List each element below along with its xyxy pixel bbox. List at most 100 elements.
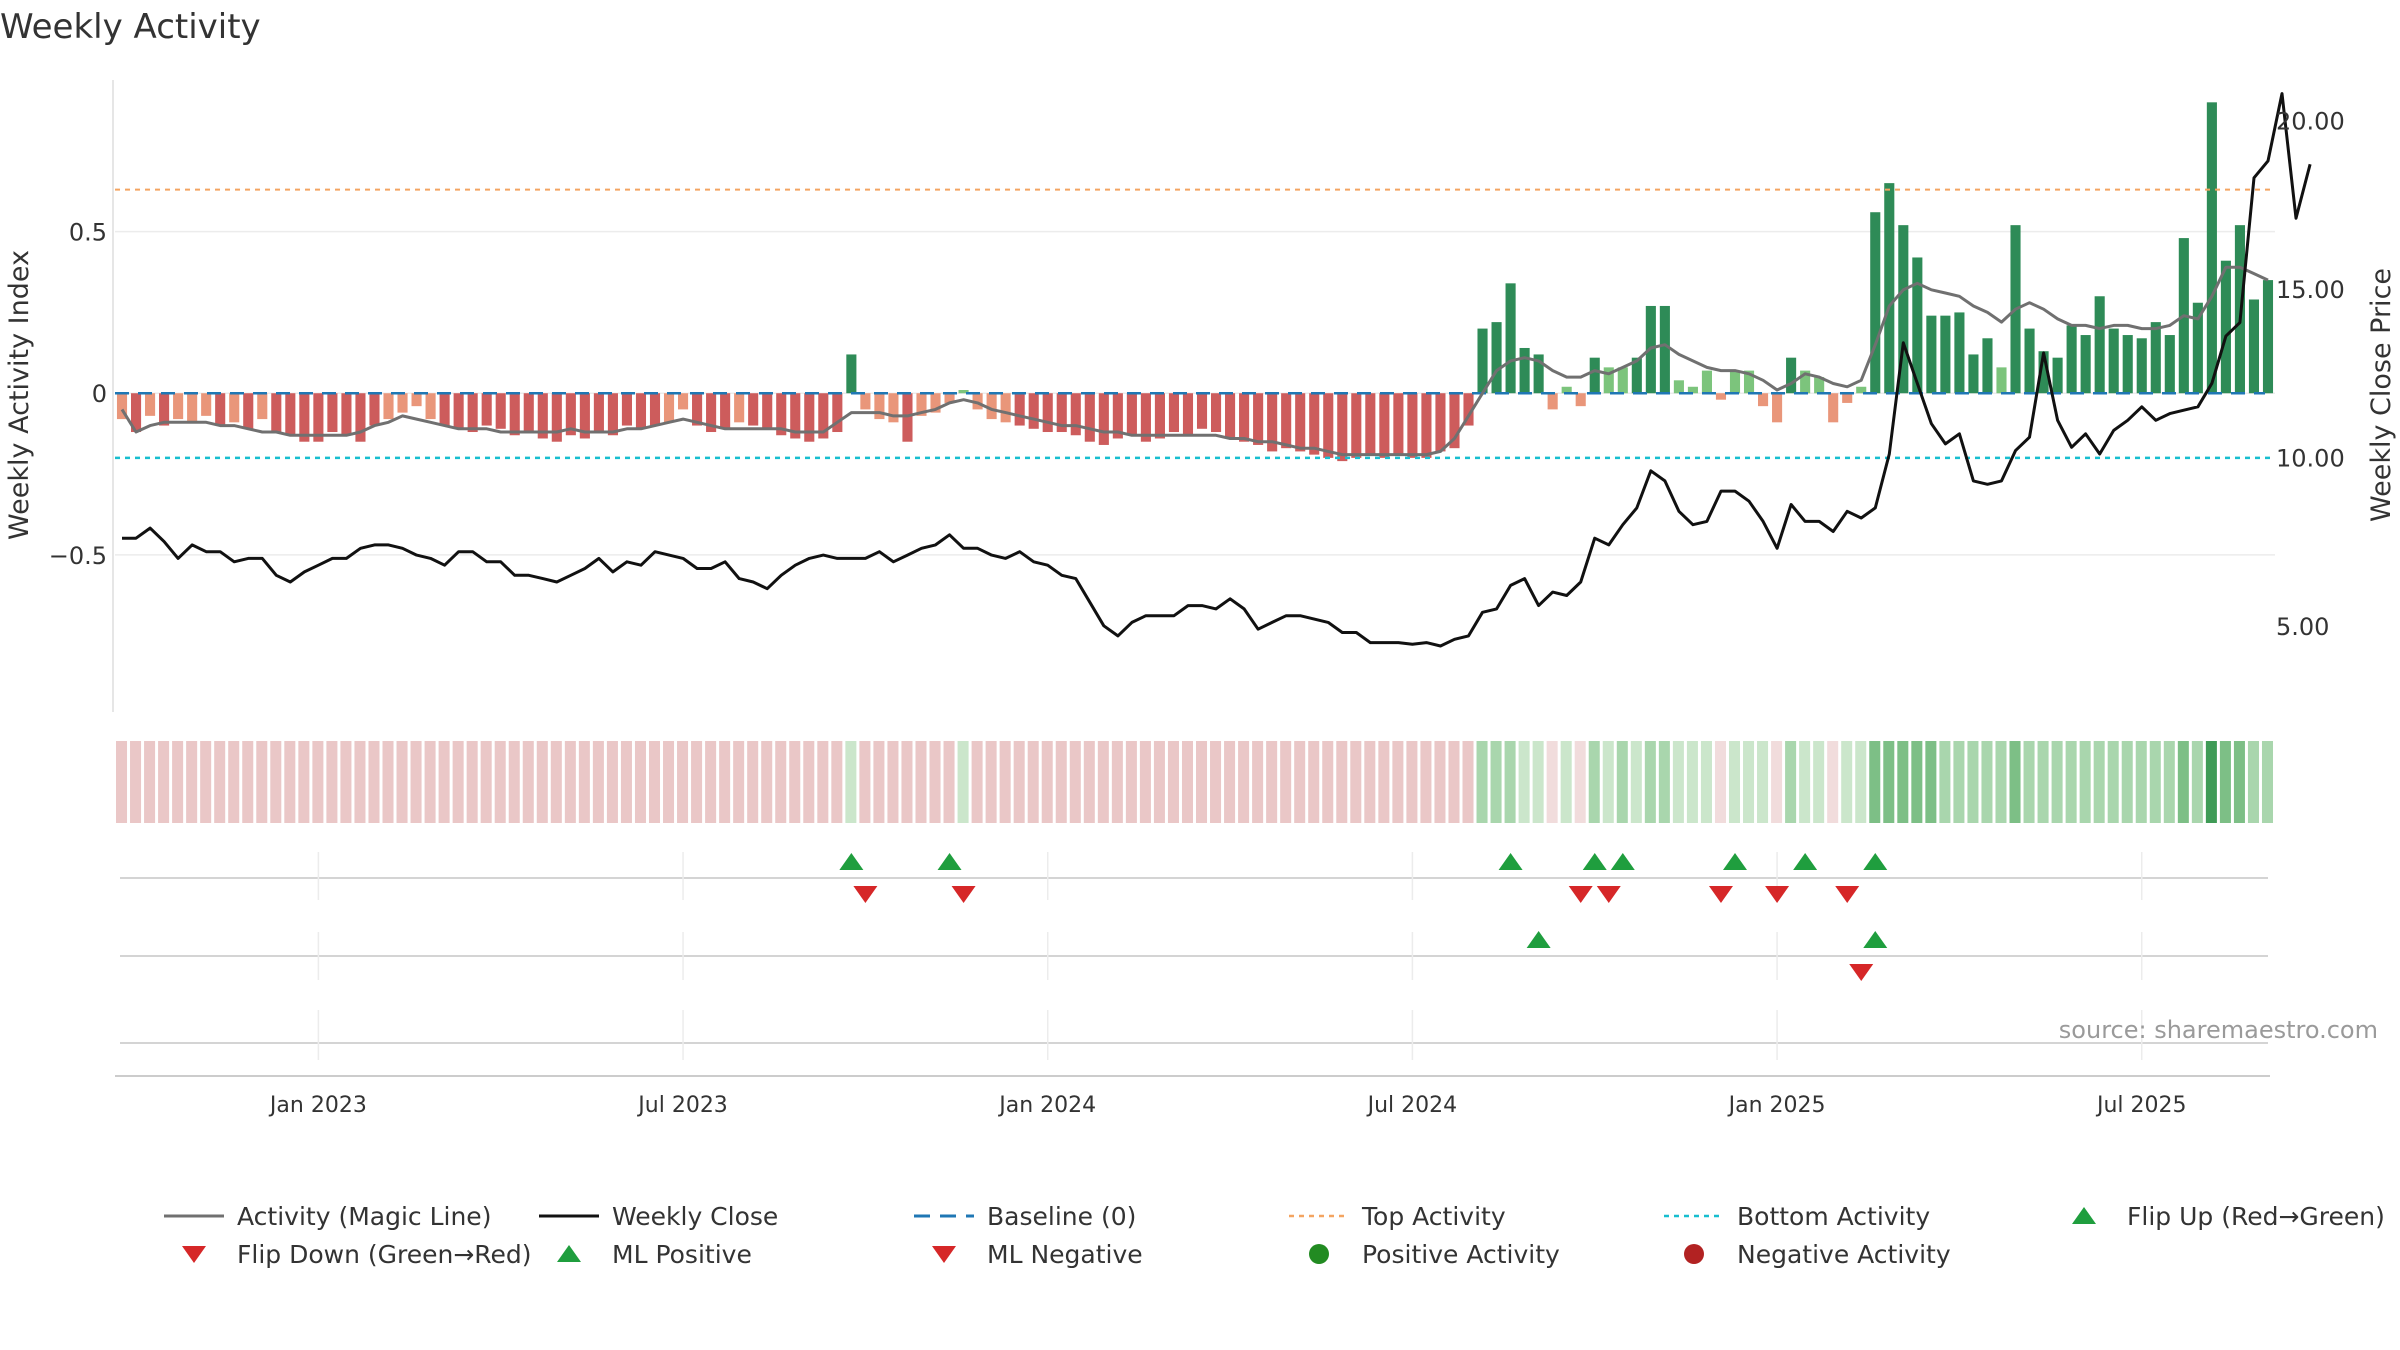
activity-heat-strip (116, 741, 2273, 823)
legend-swatch (932, 1246, 956, 1263)
activity-bar (2220, 260, 2231, 394)
activity-bar (663, 393, 675, 423)
activity-bar (706, 393, 717, 433)
activity-bar (790, 393, 801, 439)
heat-cell (985, 741, 997, 823)
activity-bar (1814, 377, 1825, 394)
heat-cell (705, 741, 717, 823)
activity-bar (1898, 225, 1909, 394)
heat-cell (943, 741, 955, 823)
activity-bar (257, 393, 268, 420)
legend-label: Activity (Magic Line) (237, 1202, 491, 1231)
heat-cell (999, 741, 1011, 823)
activity-bar (271, 393, 282, 433)
legend-label: Flip Up (Red→Green) (2127, 1202, 2385, 1231)
activity-bar (1056, 393, 1067, 433)
activity-bar (1365, 393, 1376, 455)
magic-line (120, 265, 2269, 457)
heat-cell (817, 741, 829, 823)
heat-cell (1588, 741, 1600, 823)
legend-item-mlpos: ML Positive (557, 1240, 752, 1269)
y2-tick-label: 15.00 (2276, 276, 2345, 304)
activity-bar (565, 393, 576, 436)
activity-bar (2024, 328, 2035, 394)
heat-cell (2093, 741, 2105, 823)
heat-cell (1210, 741, 1222, 823)
y-tick-label: 0.5 (69, 219, 107, 247)
heat-cell (1308, 741, 1320, 823)
activity-bar (1210, 393, 1222, 433)
x-tick-label: Jul 2025 (2095, 1093, 2187, 1118)
heat-cell (1448, 741, 1460, 823)
heat-cell (424, 741, 436, 823)
flip-up-marker (1793, 853, 1818, 870)
activity-bar (145, 393, 156, 416)
axes: 0.5 0 −0.5 20.00 15.00 10.00 5.00 Jan 2023 Jul 2… (49, 80, 2345, 1118)
heat-cell (1658, 741, 1670, 823)
flip-down-marker (1835, 886, 1860, 903)
activity-bar (1603, 367, 1614, 394)
flip-up-marker (1498, 853, 1523, 870)
legend-label: Bottom Activity (1737, 1202, 1930, 1231)
heat-cell (663, 741, 675, 823)
activity-bar (1772, 393, 1783, 423)
activity-bar (1786, 357, 1797, 394)
activity-bar (1982, 338, 1993, 394)
heat-cell (2107, 741, 2119, 823)
flip-down-marker (853, 886, 878, 903)
heat-cell (1855, 741, 1867, 823)
heat-cell (1336, 741, 1348, 823)
activity-bar (1000, 393, 1011, 423)
activity-bar (1968, 354, 1979, 394)
heat-cell (1897, 741, 1909, 823)
heat-cell (368, 741, 380, 823)
activity-bar (1842, 393, 1853, 403)
flip-up-marker (1610, 853, 1635, 870)
activity-bar (1225, 393, 1236, 439)
heat-cell (116, 741, 128, 823)
heat-cell (1364, 741, 1376, 823)
heat-cell (1925, 741, 1937, 823)
activity-bar (1519, 347, 1530, 394)
activity-bar (2150, 322, 2161, 394)
heat-cell (1869, 741, 1881, 823)
heat-cell (2219, 741, 2231, 823)
heat-cell (1714, 741, 1726, 823)
heat-cell (1027, 741, 1039, 823)
activity-bar (299, 393, 310, 442)
heat-cell (1728, 741, 1741, 823)
ml-negative-marker (1849, 964, 1874, 981)
activity-bar (986, 393, 997, 420)
flip-down-marker (1568, 886, 1593, 903)
heat-cell (2121, 741, 2133, 823)
activity-bar (1884, 183, 1895, 394)
activity-bar (327, 393, 338, 433)
heat-cell (1378, 741, 1390, 823)
activity-bar (2080, 335, 2091, 394)
activity-bar (1309, 393, 1320, 455)
activity-bar (1533, 354, 1544, 394)
heat-cell (2177, 741, 2189, 823)
activity-bar (1449, 393, 1460, 449)
activity-bar (888, 393, 899, 423)
activity-bar (944, 393, 955, 403)
activity-bar (453, 393, 464, 429)
activity-bar (1070, 393, 1081, 436)
source-note: source: sharemaestro.com (2059, 1016, 2378, 1044)
heat-cell (480, 741, 492, 823)
activity-bar (1379, 393, 1390, 458)
y2-tick-label: 5.00 (2276, 613, 2329, 641)
flip-up-marker (839, 853, 864, 870)
heat-cell (929, 741, 941, 823)
chart-title: Weekly Activity (0, 7, 261, 47)
ml-positive-marker (1526, 931, 1551, 948)
activity-bar (748, 393, 759, 426)
activity-bar (930, 393, 941, 413)
activity-bar (1140, 393, 1151, 442)
activity-bar (593, 393, 604, 433)
heat-cell (200, 741, 212, 823)
flip-down-marker (1708, 886, 1733, 903)
heat-cell (1644, 741, 1656, 823)
heat-cell (1616, 741, 1628, 823)
activity-bar (1715, 393, 1727, 400)
